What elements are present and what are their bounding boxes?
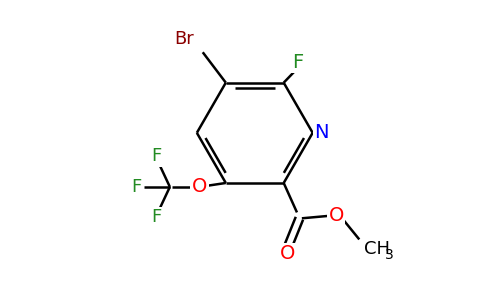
Text: N: N [314, 123, 329, 142]
Text: F: F [292, 52, 303, 72]
Text: O: O [192, 177, 207, 196]
Text: F: F [151, 148, 161, 166]
Text: Br: Br [175, 29, 195, 47]
Text: CH: CH [364, 240, 390, 258]
Text: O: O [329, 206, 344, 225]
Text: F: F [131, 178, 142, 196]
Text: O: O [279, 244, 295, 263]
Text: F: F [151, 208, 161, 226]
Text: 3: 3 [385, 248, 394, 262]
